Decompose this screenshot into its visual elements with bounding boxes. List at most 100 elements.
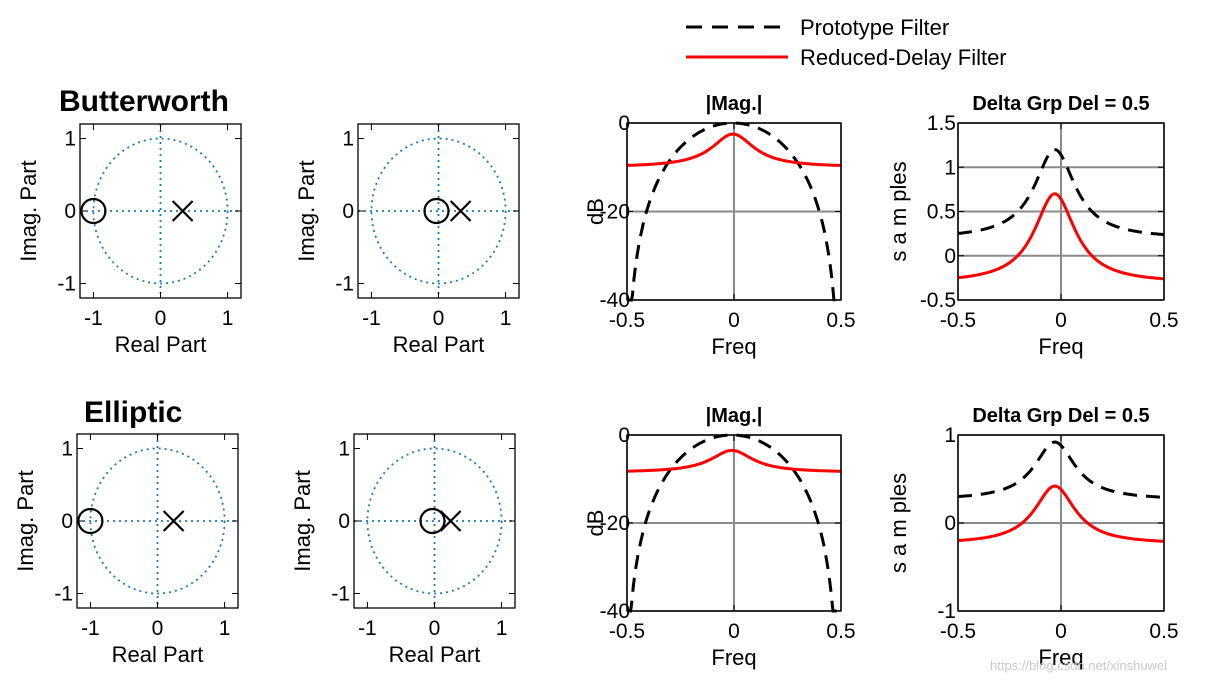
x-tick-label-1: 0 bbox=[1055, 309, 1067, 332]
pz-butterworth-reduced-plot: -1 0 1 -1 0 1 Real Part Imag. Part bbox=[294, 123, 520, 357]
x-tick-label-2: 0.5 bbox=[826, 309, 855, 332]
plot-title: Delta Grp Del = 0.5 bbox=[972, 93, 1149, 115]
row-title-butterworth: Butterworth bbox=[59, 85, 229, 118]
plot-title: |Mag.| bbox=[706, 405, 763, 427]
x-tick-label-1: 0 bbox=[429, 617, 441, 640]
y-tick-label-0: -1 bbox=[331, 583, 350, 606]
x-tick-label-2: 0.5 bbox=[826, 620, 855, 643]
mag-butterworth-plot: -0.5 0 0.5 0 -20 -40 Freq dB |Mag.| bbox=[583, 93, 856, 359]
y-tick-label-0: 1.5 bbox=[927, 112, 956, 135]
y-axis-label: s a m ples bbox=[886, 473, 911, 573]
y-tick-label-1: 0 bbox=[338, 510, 350, 533]
x-axis-label: Real Part bbox=[393, 332, 485, 357]
y-tick-label-2: 1 bbox=[342, 128, 354, 151]
x-axis-label: Freq bbox=[711, 645, 756, 670]
x-axis-label: Freq bbox=[1038, 334, 1083, 359]
pole-marker-0 bbox=[439, 510, 462, 532]
y-axis-label: Imag. Part bbox=[294, 160, 319, 261]
x-tick-label-1: 0 bbox=[152, 617, 164, 640]
pole-marker-0 bbox=[449, 200, 472, 222]
x-tick-label-2: 1 bbox=[222, 307, 234, 330]
y-tick-label-2: -40 bbox=[600, 289, 630, 312]
y-tick-label-3: 0 bbox=[944, 245, 956, 268]
x-tick-label-2: 1 bbox=[219, 617, 231, 640]
y-axis-label: s a m ples bbox=[886, 161, 911, 261]
legend: Prototype Filter Reduced-Delay Filter bbox=[686, 15, 1007, 70]
x-axis-label: Real Part bbox=[115, 332, 207, 357]
x-tick-label-2: 1 bbox=[496, 617, 508, 640]
x-tick-label-2: 0.5 bbox=[1149, 620, 1178, 643]
reduced-delay-line bbox=[957, 484, 1165, 543]
y-tick-label-1: 1 bbox=[944, 156, 956, 179]
y-axis-label: dB bbox=[583, 510, 608, 537]
y-axis-label: Imag. Part bbox=[290, 470, 315, 571]
y-tick-label-2: -40 bbox=[600, 600, 630, 623]
x-tick-label-0: -1 bbox=[358, 617, 377, 640]
x-tick-label-1: 0 bbox=[728, 309, 740, 332]
legend-prototype-label: Prototype Filter bbox=[800, 15, 949, 40]
gd-butterworth-plot: -0.5 0 0.5 1.5 1 0.5 0 -0.5 Freq s a m ples Delta … bbox=[886, 93, 1179, 359]
zero-marker-0 bbox=[419, 507, 446, 535]
watermark: https://blog.csdn.net/xinshuwei bbox=[990, 658, 1167, 673]
y-tick-label-1: -20 bbox=[600, 201, 630, 224]
y-tick-label-1: 0 bbox=[64, 200, 76, 223]
row-title-elliptic: Elliptic bbox=[84, 396, 182, 429]
y-tick-label-2: 0.5 bbox=[927, 201, 956, 224]
y-tick-label-1: 0 bbox=[61, 510, 73, 533]
pole-marker-0 bbox=[162, 510, 185, 532]
legend-reduced-label: Reduced-Delay Filter bbox=[800, 45, 1007, 70]
x-tick-label-1: 0 bbox=[155, 307, 167, 330]
y-tick-label-1: -20 bbox=[600, 512, 630, 535]
y-axis-label: dB bbox=[583, 198, 608, 225]
y-tick-label-0: -1 bbox=[57, 273, 76, 296]
unit-circle bbox=[370, 137, 507, 285]
plot-title: Delta Grp Del = 0.5 bbox=[972, 405, 1149, 427]
y-tick-label-2: 1 bbox=[61, 438, 73, 461]
zero-marker-0 bbox=[423, 197, 450, 225]
prototype-line bbox=[957, 440, 1165, 499]
y-axis-label: Imag. Part bbox=[13, 470, 38, 571]
x-tick-label-1: 0 bbox=[433, 307, 445, 330]
prototype-line bbox=[627, 433, 841, 613]
x-tick-label-0: -1 bbox=[81, 617, 100, 640]
x-tick-label-1: 0 bbox=[1055, 620, 1067, 643]
x-tick-label-0: -0.5 bbox=[940, 309, 976, 332]
y-tick-label-0: 1 bbox=[944, 424, 956, 447]
x-tick-label-0: -1 bbox=[84, 307, 103, 330]
y-tick-label-1: 0 bbox=[342, 200, 354, 223]
x-axis-label: Real Part bbox=[112, 642, 204, 667]
pole-marker-0 bbox=[171, 200, 194, 222]
x-axis-label: Freq bbox=[1038, 645, 1083, 670]
reduced-delay-line bbox=[627, 132, 842, 167]
y-axis-label: Imag. Part bbox=[16, 160, 41, 261]
x-tick-label-0: -0.5 bbox=[609, 309, 645, 332]
gd-elliptic-plot: -0.5 0 0.5 1 0 -1 Freq s a m ples Delta Grp Del … bbox=[886, 405, 1179, 670]
x-tick-label-0: -0.5 bbox=[609, 620, 645, 643]
mag-elliptic-plot: -0.5 0 0.5 0 -20 -40 Freq dB |Mag.| bbox=[583, 405, 856, 670]
y-tick-label-2: 1 bbox=[64, 128, 76, 151]
x-tick-label-0: -0.5 bbox=[940, 620, 976, 643]
unit-circle bbox=[89, 447, 226, 595]
x-tick-label-1: 0 bbox=[728, 620, 740, 643]
y-tick-label-1: 0 bbox=[944, 512, 956, 535]
plot-title: |Mag.| bbox=[706, 93, 763, 115]
pz-butterworth-prototype-plot: -1 0 1 -1 0 1 Real Part Imag. Part bbox=[16, 123, 242, 357]
reduced-delay-line bbox=[626, 448, 841, 473]
x-tick-label-2: 0.5 bbox=[1149, 309, 1178, 332]
pz-elliptic-reduced-plot: -1 0 1 -1 0 1 Real Part Imag. Part bbox=[290, 433, 516, 667]
x-tick-label-0: -1 bbox=[362, 307, 381, 330]
y-tick-label-2: 1 bbox=[338, 438, 350, 461]
y-tick-label-0: 0 bbox=[618, 424, 630, 447]
zero-marker-0 bbox=[77, 507, 104, 535]
x-axis-label: Real Part bbox=[389, 642, 481, 667]
x-axis-label: Freq bbox=[711, 334, 756, 359]
zero-marker-0 bbox=[80, 197, 107, 225]
y-tick-label-0: 0 bbox=[618, 112, 630, 135]
y-tick-label-0: -1 bbox=[335, 273, 354, 296]
y-tick-label-4: -0.5 bbox=[920, 289, 956, 312]
y-tick-label-0: -1 bbox=[54, 583, 73, 606]
y-tick-label-2: -1 bbox=[937, 600, 956, 623]
x-tick-label-2: 1 bbox=[500, 307, 512, 330]
unit-circle bbox=[366, 447, 503, 595]
